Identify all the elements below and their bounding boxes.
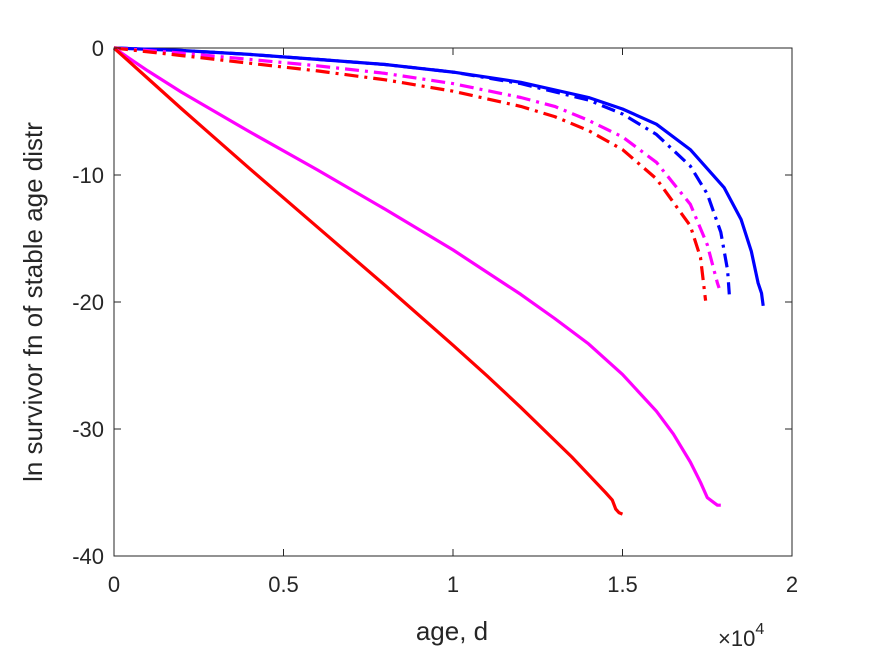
y-tick-label: -10: [72, 163, 104, 188]
x-tick-label: 0.5: [268, 572, 299, 597]
y-tick-label: 0: [92, 36, 104, 61]
x-tick-label: 1.5: [607, 572, 638, 597]
exponent-base: ×10: [718, 626, 755, 651]
y-tick-label: -20: [72, 290, 104, 315]
y-tick-label: -40: [72, 544, 104, 569]
x-tick-label: 0: [108, 572, 120, 597]
x-axis-exponent: ×104: [718, 621, 764, 651]
x-tick-label: 1: [447, 572, 459, 597]
series-line-3: [113, 46, 721, 289]
x-tick-label: 2: [786, 572, 798, 597]
tick-layer: 0 0.5 1 1.5 2 0 -10 -20 -30 -40: [72, 36, 798, 597]
series-line-2: [113, 46, 731, 295]
series-line-5: [113, 46, 721, 507]
series-line-4: [113, 46, 708, 301]
plot-area: [113, 47, 793, 557]
exponent-power: 4: [755, 621, 764, 638]
y-axis-label: ln survivor fn of stable age distr: [18, 122, 48, 482]
x-axis-label: age, d: [416, 616, 488, 646]
y-tick-label: -30: [72, 417, 104, 442]
series-layer: [112, 46, 765, 516]
plot-frame: [113, 47, 793, 557]
series-line-6: [112, 46, 624, 516]
